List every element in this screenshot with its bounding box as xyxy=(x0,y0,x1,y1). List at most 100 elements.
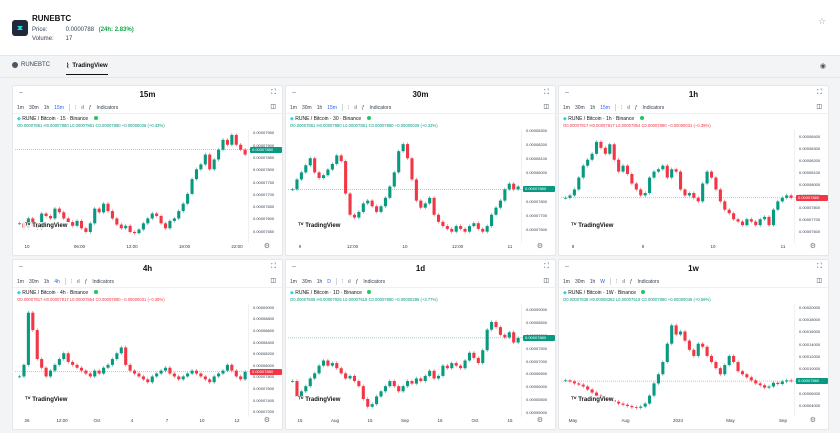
indicators-icon[interactable]: ƒ xyxy=(88,104,92,111)
interval-button[interactable]: W xyxy=(600,278,605,285)
settings-gear-icon[interactable]: ⚙ xyxy=(536,417,543,424)
candles-icon[interactable]: ıl xyxy=(77,278,80,285)
candles-icon[interactable]: ıl xyxy=(348,278,351,285)
indicators-icon[interactable]: ƒ xyxy=(355,278,359,285)
indicators-button[interactable]: Indicators xyxy=(363,278,386,285)
chart-type-icon[interactable]: ⫶ xyxy=(341,278,344,285)
camera-icon[interactable]: ◫ xyxy=(816,104,822,110)
minimize-icon[interactable]: – xyxy=(565,263,569,270)
candle xyxy=(115,218,119,225)
favorite-star-icon[interactable]: ☆ xyxy=(817,16,826,26)
candle xyxy=(199,164,203,170)
expand-icon[interactable]: ⛶ xyxy=(544,263,549,270)
expand-icon[interactable]: ⛶ xyxy=(271,263,276,270)
indicators-icon[interactable]: ƒ xyxy=(84,278,88,285)
candlestick-chart[interactable] xyxy=(561,304,797,417)
candle xyxy=(194,370,199,374)
candle xyxy=(454,363,458,366)
candles-icon[interactable]: ıl xyxy=(354,104,357,111)
settings-gear-icon[interactable]: ⚙ xyxy=(536,243,543,250)
settings-gear-icon[interactable]: ⚙ xyxy=(263,417,270,424)
candle xyxy=(357,381,361,387)
chart-type-icon[interactable]: ⫶ xyxy=(620,104,623,111)
interval-button[interactable]: 30m xyxy=(301,278,312,285)
candle xyxy=(62,212,66,219)
expand-icon[interactable]: ⛶ xyxy=(817,263,822,270)
eye-icon[interactable]: ◉ xyxy=(819,63,826,70)
interval-button[interactable]: 1h xyxy=(589,104,596,111)
interval-button[interactable]: 30m xyxy=(28,104,39,111)
interval-button[interactable]: 15m xyxy=(600,104,610,111)
minimize-icon[interactable]: – xyxy=(565,89,569,96)
indicators-button[interactable]: Indicators xyxy=(92,278,115,285)
tab-runebtc[interactable]: RUNEBTC xyxy=(12,62,50,68)
interval-button[interactable]: 4h xyxy=(54,278,60,285)
interval-button[interactable]: 1m xyxy=(290,278,297,285)
minimize-icon[interactable]: – xyxy=(292,89,296,96)
minimize-icon[interactable]: – xyxy=(19,89,23,96)
interval-button[interactable]: 30m xyxy=(301,104,312,111)
candle xyxy=(375,206,379,212)
candlestick-chart[interactable] xyxy=(288,130,524,243)
indicators-button[interactable]: Indicators xyxy=(369,104,392,111)
indicators-button[interactable]: Indicators xyxy=(642,104,665,111)
camera-icon[interactable]: ◫ xyxy=(270,104,276,110)
interval-button[interactable]: 1m xyxy=(290,104,297,111)
tab-tradingview[interactable]: ⌇ TradingView xyxy=(66,62,108,75)
indicators-button[interactable]: Indicators xyxy=(637,278,660,285)
interval-button[interactable]: D xyxy=(327,278,331,285)
interval-button[interactable]: 1m xyxy=(17,278,24,285)
expand-icon[interactable]: ⛶ xyxy=(817,89,822,96)
expand-icon[interactable]: ⛶ xyxy=(544,89,549,96)
camera-icon[interactable]: ◫ xyxy=(816,278,822,284)
interval-button[interactable]: 1m xyxy=(563,104,570,111)
indicators-button[interactable]: Indicators xyxy=(96,104,119,111)
interval-button[interactable]: 30m xyxy=(574,278,585,285)
indicators-icon[interactable]: ƒ xyxy=(629,278,633,285)
settings-gear-icon[interactable]: ⚙ xyxy=(809,417,816,424)
interval-button[interactable]: 1h xyxy=(589,278,596,285)
candle xyxy=(763,216,767,220)
candlestick-chart[interactable] xyxy=(15,304,251,417)
price-axis: 0.00009000 0.00008800 0.00008600 0.00008400… xyxy=(248,304,282,417)
candlestick-chart[interactable] xyxy=(15,130,251,243)
price-tick: 0.00008200 xyxy=(526,142,548,148)
candles-icon[interactable]: ıl xyxy=(81,104,84,111)
candle xyxy=(754,380,758,384)
settings-gear-icon[interactable]: ⚙ xyxy=(809,243,816,250)
candle xyxy=(352,214,357,218)
interval-button[interactable]: 1h xyxy=(316,278,323,285)
candles-icon[interactable]: ıl xyxy=(627,104,630,111)
indicators-icon[interactable]: ƒ xyxy=(361,104,365,111)
interval-button[interactable]: 30m xyxy=(574,104,585,111)
candles-icon[interactable]: ıl xyxy=(622,278,625,285)
time-tick: 15 xyxy=(367,418,373,423)
interval-button[interactable]: 1h xyxy=(43,104,50,111)
camera-icon[interactable]: ◫ xyxy=(543,104,549,110)
candle xyxy=(159,215,163,224)
candlestick-chart[interactable] xyxy=(561,130,797,243)
minimize-icon[interactable]: – xyxy=(292,263,296,270)
chart-legend: ◆ RUNE / Bitcoin · 30 · Binance xyxy=(290,116,371,122)
expand-icon[interactable]: ⛶ xyxy=(271,89,276,96)
interval-button[interactable]: 1m xyxy=(17,104,24,111)
minimize-icon[interactable]: – xyxy=(19,263,23,270)
candle xyxy=(313,158,317,173)
candle xyxy=(299,172,303,180)
interval-button[interactable]: 1m xyxy=(563,278,570,285)
interval-button[interactable]: 1h xyxy=(43,278,50,285)
chart-type-icon[interactable]: ⫶ xyxy=(74,104,77,111)
candlestick-chart[interactable] xyxy=(288,304,524,417)
interval-button[interactable]: 1h xyxy=(316,104,323,111)
interval-button[interactable]: 15m xyxy=(54,104,64,111)
camera-icon[interactable]: ◫ xyxy=(543,278,549,284)
indicators-icon[interactable]: ƒ xyxy=(634,104,638,111)
settings-gear-icon[interactable]: ⚙ xyxy=(263,243,270,250)
interval-button[interactable]: 15m xyxy=(327,104,337,111)
interval-button[interactable]: 30m xyxy=(28,278,39,285)
chart-type-icon[interactable]: ⫶ xyxy=(70,278,73,285)
chart-type-icon[interactable]: ⫶ xyxy=(615,278,618,285)
candle xyxy=(406,381,410,387)
camera-icon[interactable]: ◫ xyxy=(270,278,276,284)
chart-type-icon[interactable]: ⫶ xyxy=(347,104,350,111)
